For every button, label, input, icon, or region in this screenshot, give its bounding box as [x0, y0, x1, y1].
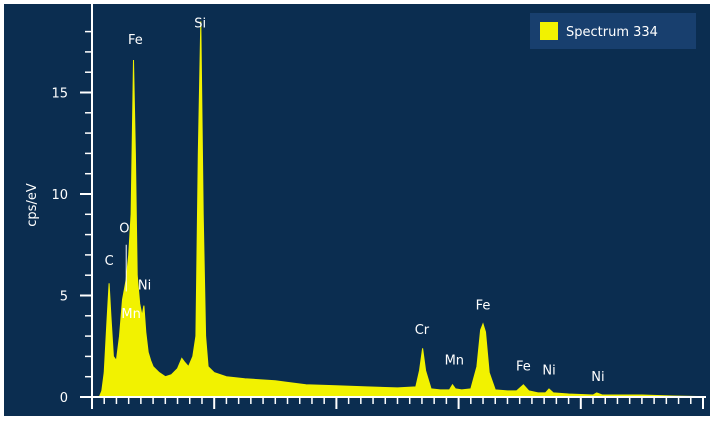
x-tick-label: 8	[577, 420, 585, 435]
peak-label: O	[119, 222, 129, 237]
legend-label: Spectrum 334	[566, 25, 658, 40]
x-tick-label: 6	[454, 420, 462, 435]
y-tick-label: 15	[51, 87, 68, 102]
y-tick-label: 5	[60, 290, 68, 305]
peak-annotations: C O Fe Ni Mn Si Cr Mn Fe Fe Ni Ni	[105, 17, 605, 385]
peak-label: Ni	[591, 370, 604, 385]
peak-label: Mn	[445, 354, 464, 369]
peak-label: Cr	[415, 323, 430, 338]
peak-label: Ni	[542, 364, 555, 379]
peak-label: Ni	[138, 278, 151, 293]
x-axis-title: keV	[682, 421, 706, 436]
peak-label: Fe	[128, 33, 143, 48]
y-tick-label: 0	[60, 391, 68, 406]
series-layer	[98, 21, 704, 398]
peak-label: Fe	[516, 360, 531, 375]
peak-label: Fe	[476, 299, 491, 314]
peak-label: Mn	[121, 307, 140, 322]
x-tick-label: 0	[88, 420, 96, 435]
axis-ticks: 0 2 4 6 8 0 5 10 15	[51, 30, 704, 435]
peak-label: Si	[194, 17, 206, 32]
spectrum-series	[98, 21, 704, 398]
y-axis-title: cps/eV	[25, 183, 40, 227]
legend: Spectrum 334	[530, 13, 696, 49]
peak-label: C	[105, 254, 114, 269]
x-tick-label: 2	[210, 420, 218, 435]
x-tick-label: 4	[332, 420, 340, 435]
y-tick-label: 10	[51, 188, 68, 203]
legend-swatch	[540, 22, 558, 40]
